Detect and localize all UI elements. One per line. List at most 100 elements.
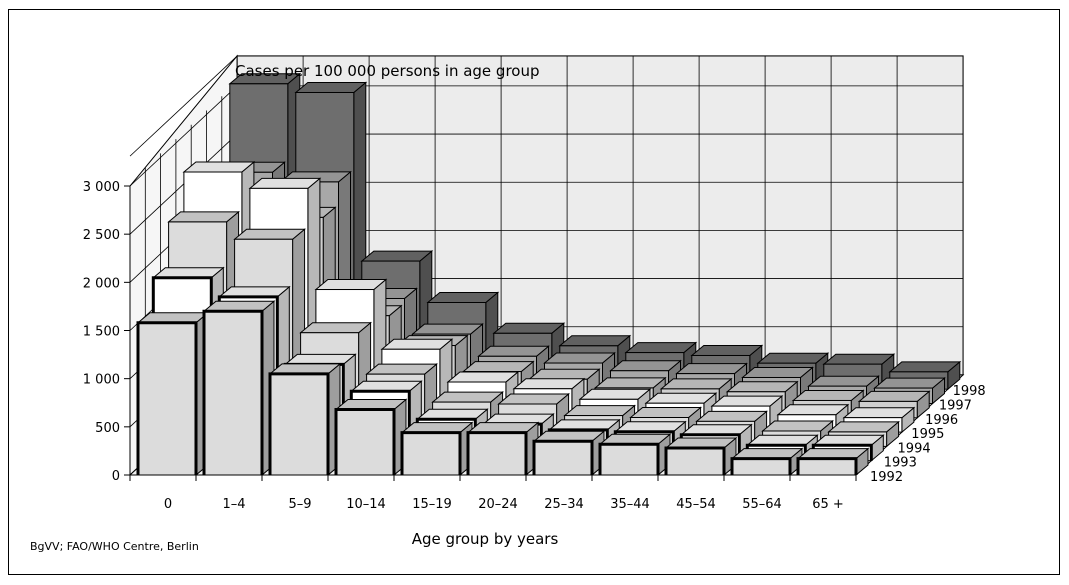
bar-front bbox=[731, 458, 791, 476]
bar-front bbox=[203, 310, 263, 476]
x-tick-label: 55–64 bbox=[742, 497, 782, 512]
bar-front bbox=[137, 322, 197, 476]
bar-top bbox=[527, 368, 601, 380]
bar-outline bbox=[466, 431, 528, 475]
bar-top bbox=[644, 392, 718, 404]
x-tick-label: 65 + bbox=[812, 497, 844, 512]
bar-top bbox=[761, 420, 834, 432]
depth-label: 1997 bbox=[939, 399, 972, 414]
bar-top bbox=[461, 361, 535, 373]
bar-top bbox=[563, 405, 636, 417]
y-tick-label: 1 000 bbox=[83, 373, 120, 388]
source-note: BgVV; FAO/WHO Centre, Berlin bbox=[30, 540, 199, 553]
chart-labels: 0 500 1 000 1 500 2 000 2 500 3 000 0 1–4 5–9 10–1… bbox=[83, 180, 986, 512]
bar-top bbox=[233, 228, 306, 240]
bar-outline bbox=[268, 372, 330, 475]
x-tick-label: 15–19 bbox=[412, 497, 452, 512]
bar-outline bbox=[598, 442, 660, 475]
bar-1992-10–14 bbox=[334, 398, 408, 477]
bar-top bbox=[857, 390, 931, 402]
x-tick-label: 10–14 bbox=[346, 497, 386, 512]
bar-top bbox=[725, 381, 799, 393]
bar-outline bbox=[664, 446, 726, 475]
bar-top bbox=[807, 375, 880, 387]
bar-top bbox=[294, 82, 368, 93]
bar-top bbox=[609, 360, 682, 372]
x-tick-label: 45–54 bbox=[676, 497, 716, 512]
chart-bars bbox=[136, 72, 962, 477]
depth-label: 1998 bbox=[953, 384, 986, 399]
x-tick-label: 0 bbox=[164, 497, 172, 512]
bar-outline bbox=[202, 309, 264, 475]
bar-outline bbox=[400, 431, 462, 475]
bar-top bbox=[492, 322, 566, 334]
bar-front bbox=[533, 440, 593, 476]
x-tick-label: 5–9 bbox=[288, 497, 311, 512]
bar-top bbox=[431, 391, 504, 403]
bar-top bbox=[593, 377, 667, 389]
bar-1992-0 bbox=[136, 311, 210, 477]
bar-top bbox=[776, 404, 850, 416]
bar-front bbox=[401, 432, 461, 476]
x-axis-label: Age group by years bbox=[412, 530, 559, 548]
bar-top bbox=[888, 361, 962, 373]
bar-top bbox=[822, 353, 896, 365]
bar-outline bbox=[796, 457, 858, 475]
bar-top bbox=[791, 390, 865, 401]
bar-outline bbox=[136, 321, 198, 475]
bar-1992-35–44 bbox=[598, 433, 672, 477]
bar-front bbox=[665, 447, 725, 476]
x-tick-label: 25–34 bbox=[544, 497, 584, 512]
y-tick-label: 0 bbox=[112, 469, 120, 484]
depth-label: 1993 bbox=[884, 456, 917, 471]
y-tick-label: 2 500 bbox=[83, 228, 120, 243]
depth-label: 1994 bbox=[898, 441, 931, 456]
bar-top bbox=[446, 371, 520, 383]
bar-top bbox=[624, 342, 698, 354]
bar-1992-45–54 bbox=[664, 436, 738, 477]
bar-top bbox=[477, 345, 550, 357]
bar-1992-25–34 bbox=[532, 430, 606, 477]
y-tick-label: 1 500 bbox=[83, 325, 120, 340]
y-tick-label: 500 bbox=[95, 421, 120, 436]
bar-top bbox=[710, 395, 784, 407]
bar-front bbox=[269, 373, 329, 476]
bar-front bbox=[797, 458, 857, 476]
bar-top bbox=[497, 393, 570, 405]
bar-top bbox=[629, 407, 702, 418]
bar-top bbox=[360, 250, 434, 262]
bar-top bbox=[182, 161, 256, 173]
chart-title: Cases per 100 000 persons in age group bbox=[235, 62, 540, 80]
bar-top bbox=[299, 322, 372, 334]
bar-top bbox=[695, 410, 768, 422]
bar-top bbox=[558, 335, 632, 347]
grid-line-left bbox=[129, 55, 238, 157]
bar-top bbox=[167, 211, 240, 223]
bar-top bbox=[411, 323, 484, 335]
y-tick-label: 3 000 bbox=[83, 180, 120, 195]
bar-front bbox=[335, 408, 395, 476]
bar-top bbox=[248, 177, 322, 189]
bar-top bbox=[512, 378, 586, 390]
bar-top bbox=[365, 363, 438, 375]
x-tick-label: 35–44 bbox=[610, 497, 650, 512]
x-tick-label: 1–4 bbox=[222, 497, 245, 512]
bar-1992-55–64 bbox=[730, 447, 804, 477]
bar-top bbox=[426, 292, 500, 303]
bar-top bbox=[675, 363, 748, 375]
bar-1992-1–4 bbox=[202, 300, 276, 477]
bar-1992-65 + bbox=[796, 447, 870, 477]
bar-1992-5–9 bbox=[268, 362, 342, 477]
bar-top bbox=[543, 352, 616, 364]
bar-top bbox=[659, 378, 733, 390]
bar-top bbox=[827, 421, 900, 433]
x-tick-label: 20–24 bbox=[478, 497, 518, 512]
y-tick-label: 2 000 bbox=[83, 276, 120, 291]
bar-outline bbox=[334, 408, 396, 475]
bar-top bbox=[756, 352, 830, 364]
bar-1992-20–24 bbox=[466, 421, 540, 477]
bar-front bbox=[467, 432, 527, 476]
depth-label: 1996 bbox=[925, 413, 958, 428]
depth-label: 1992 bbox=[870, 470, 903, 485]
